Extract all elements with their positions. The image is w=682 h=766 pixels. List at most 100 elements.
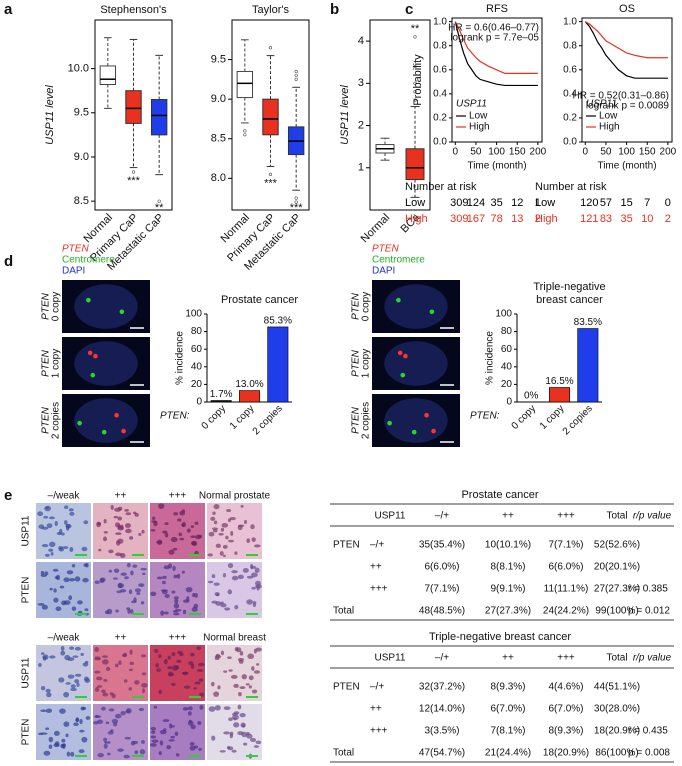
legend-label: Low	[599, 111, 618, 122]
ihc-nucleus	[251, 537, 256, 542]
row-level: ++	[370, 704, 382, 715]
ihc-nucleus	[179, 510, 186, 516]
nucleus	[384, 398, 448, 443]
ihc-nucleus	[63, 600, 71, 605]
ihc-nucleus	[71, 606, 77, 611]
ihc-nucleus	[63, 721, 70, 727]
ihc-nucleus	[213, 582, 220, 586]
risk-group: Low	[405, 197, 425, 209]
box	[262, 98, 279, 136]
ihc-nucleus	[227, 656, 232, 659]
ihc-nucleus	[196, 646, 202, 650]
y-tick-label: 1	[358, 162, 364, 174]
ihc-nucleus	[241, 674, 247, 680]
ihc-nucleus	[211, 600, 218, 604]
legend-label: High	[469, 122, 490, 133]
ihc-nucleus	[246, 575, 254, 579]
y-tick-label: 60	[191, 344, 203, 355]
ihc-nucleus	[103, 536, 107, 542]
ihc-nucleus	[242, 567, 249, 573]
ihc-nucleus	[239, 713, 246, 718]
ihc-nucleus	[96, 719, 104, 724]
fish-signal	[119, 309, 125, 315]
ihc-nucleus	[111, 718, 119, 724]
table-cell: 86(100%)	[595, 748, 638, 759]
row-label: 1 copy	[361, 349, 372, 378]
ihc-nucleus	[227, 563, 234, 569]
ihc-nucleus	[156, 539, 163, 545]
ihc-nucleus	[94, 670, 101, 674]
ihc-nucleus	[225, 535, 229, 540]
table-header: USP11	[375, 511, 406, 522]
y-tick-label: 0.2	[433, 113, 447, 124]
table-header: –/+	[435, 511, 449, 522]
ihc-nucleus	[188, 719, 192, 724]
ihc-nucleus	[231, 575, 239, 581]
panel-letter: a	[4, 1, 13, 18]
outlier	[294, 73, 298, 78]
significance: **	[411, 23, 420, 35]
ihc-nucleus	[211, 681, 215, 687]
ihc-nucleus	[79, 729, 85, 733]
table-stat: r = 0.435	[628, 726, 668, 737]
fish-signal	[121, 428, 126, 434]
ihc-nucleus	[222, 572, 226, 578]
y-tick-label: 40	[191, 361, 203, 372]
value-label: 0%	[524, 391, 539, 402]
ihc-nucleus	[119, 552, 126, 559]
ihc-nucleus	[110, 504, 114, 510]
risk-count: 83	[600, 213, 612, 225]
box	[236, 70, 254, 99]
ihc-nucleus	[158, 751, 162, 756]
y-tick-label: 9.5	[211, 53, 226, 65]
ihc-nucleus	[211, 735, 216, 741]
ihc-nucleus	[141, 740, 145, 744]
ihc-nucleus	[246, 733, 253, 739]
ihc-nucleus	[123, 754, 130, 759]
row-label: PTEN	[41, 292, 52, 319]
ihc-nucleus	[40, 709, 47, 712]
chart-title: RFS	[486, 3, 508, 15]
ihc-nucleus	[113, 722, 118, 727]
y-tick-label: 80	[501, 326, 513, 337]
ihc-nucleus	[124, 508, 129, 512]
ihc-nucleus	[79, 718, 83, 725]
ihc-nucleus	[104, 741, 109, 744]
ihc-nucleus	[70, 684, 76, 689]
ihc-nucleus	[160, 589, 168, 592]
ihc-nucleus	[118, 660, 122, 665]
x-tick-label: 0 copy	[200, 403, 229, 432]
ihc-nucleus	[208, 531, 215, 537]
ihc-nucleus	[229, 516, 236, 521]
plot-frame	[369, 19, 431, 211]
ihc-nucleus	[111, 693, 116, 699]
ihc-nucleus	[117, 538, 124, 544]
ihc-nucleus	[48, 736, 54, 743]
ihc-nucleus	[94, 647, 100, 652]
y-tick-label: 9.0	[211, 93, 226, 105]
table-cell: 7(8.1%)	[490, 726, 525, 737]
ihc-nucleus	[66, 570, 74, 575]
column-header: Normal breast	[203, 633, 266, 644]
row-label: PTEN	[41, 406, 52, 433]
ihc-nucleus	[141, 682, 148, 688]
ihc-nucleus	[239, 651, 244, 656]
x-prefix: PTEN:	[160, 411, 190, 422]
ihc-nucleus	[234, 605, 239, 610]
ihc-nucleus	[45, 506, 49, 510]
ihc-nucleus	[61, 738, 66, 743]
table-title: Prostate cancer	[461, 489, 538, 501]
ihc-nucleus	[251, 666, 255, 671]
ihc-nucleus	[238, 691, 242, 697]
ihc-nucleus	[215, 593, 220, 597]
ihc-nucleus	[38, 524, 45, 529]
bar	[577, 328, 599, 403]
ihc-nucleus	[151, 516, 156, 520]
ihc-nucleus	[75, 718, 79, 722]
y-axis-label: % incidence	[175, 331, 186, 385]
fish-signal	[86, 297, 91, 303]
ihc-nucleus	[96, 676, 103, 681]
x-tick-label: 100	[618, 147, 635, 158]
ihc-nucleus	[151, 520, 157, 523]
ihc-nucleus	[233, 722, 240, 728]
